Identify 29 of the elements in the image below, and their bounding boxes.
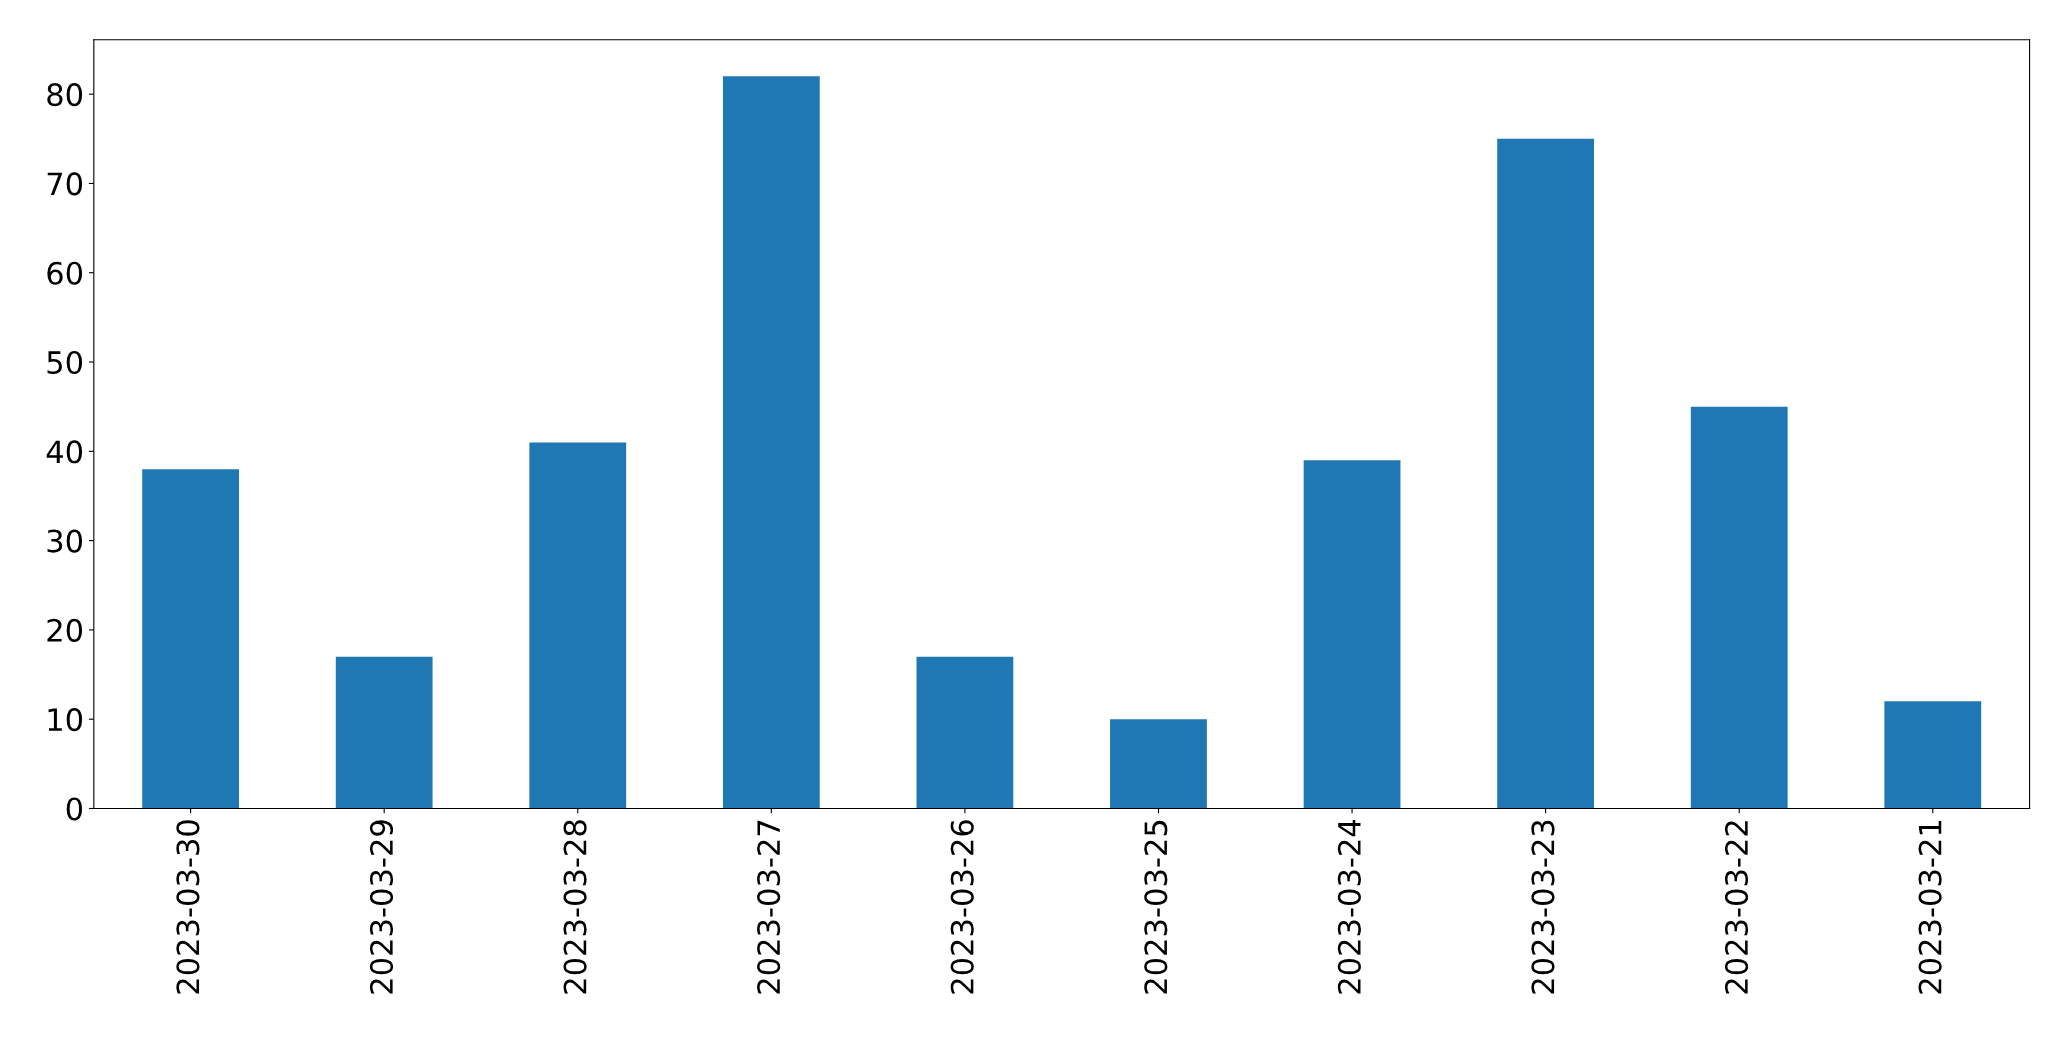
y-tick-label: 70	[47, 172, 83, 196]
y-tick-label: 40	[46, 440, 83, 464]
bar	[1497, 138, 1595, 809]
y-tick-label: 80	[47, 83, 83, 107]
y-tick-label: 30	[47, 529, 83, 553]
x-tick-label: 2023-03-23	[1531, 820, 1555, 994]
bar	[1110, 719, 1207, 809]
bar	[1303, 460, 1401, 809]
bar	[529, 442, 627, 809]
bar	[722, 76, 820, 809]
x-tick-label: 2023-03-22	[1724, 821, 1749, 994]
bar	[1690, 406, 1788, 809]
y-tick-label: 60	[47, 261, 83, 285]
y-tick-label: 50	[47, 350, 83, 375]
x-tick-label: 2023-03-26	[950, 820, 974, 994]
x-tick-label: 2023-03-28	[563, 820, 587, 994]
y-tick-label: 0	[66, 797, 83, 821]
bar	[142, 469, 239, 809]
x-tick-label: 2023-03-21	[1918, 821, 1942, 994]
y-tick-label: 20	[47, 618, 83, 642]
bar	[1884, 701, 1982, 809]
x-tick-label: 2023-03-24	[1337, 819, 1361, 994]
x-tick-label: 2023-03-25	[1144, 820, 1168, 994]
y-tick-label: 10	[48, 708, 83, 732]
x-tick-label: 2023-03-30	[176, 820, 200, 994]
bar	[916, 656, 1014, 809]
bar	[335, 656, 433, 809]
x-tick-label: 2023-03-27	[757, 820, 781, 994]
x-tick-label: 2023-03-29	[369, 820, 394, 994]
